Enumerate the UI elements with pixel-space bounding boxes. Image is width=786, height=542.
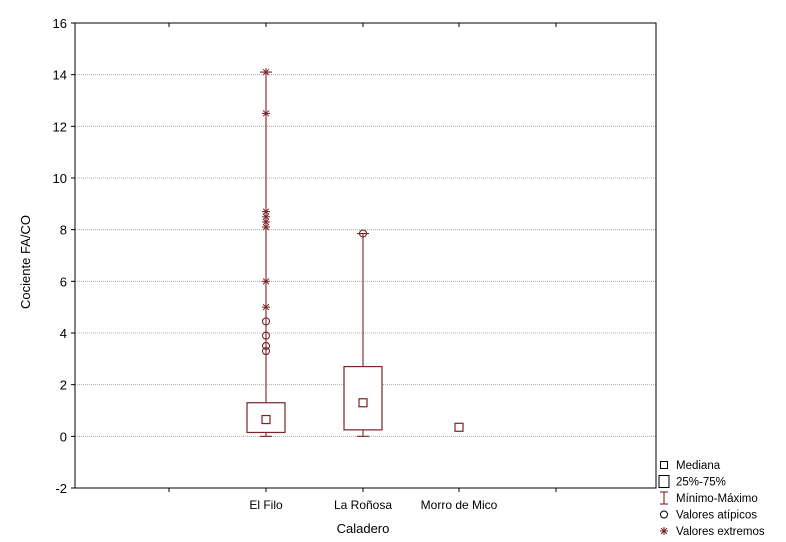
y-axis: -2 0 2 4 6 8 10 12 14 16 <box>53 16 75 496</box>
y-tick-label: 10 <box>53 171 67 186</box>
legend-whisker-icon <box>660 491 668 505</box>
y-tick-label: 16 <box>53 16 67 31</box>
legend-label: 25%-75% <box>676 477 726 489</box>
box-series <box>246 68 464 437</box>
legend-item: Mediana <box>660 460 721 472</box>
extreme-point <box>262 223 270 232</box>
extreme-point <box>262 212 270 221</box>
extreme-point <box>262 207 270 216</box>
legend-median-icon <box>660 461 668 469</box>
extreme-stroke <box>262 278 270 285</box>
x-axis-label: Caladero <box>337 521 390 536</box>
extreme-point <box>262 277 270 286</box>
extreme-stroke <box>262 223 270 231</box>
box-group <box>246 68 286 437</box>
legend-label: Valores atípicos <box>676 510 757 522</box>
legend-label: Valores extremos <box>676 526 765 538</box>
extreme-stroke <box>262 213 270 220</box>
legend-label: Mediana <box>676 460 721 472</box>
extreme-point <box>262 109 270 118</box>
extreme-stroke <box>262 208 270 215</box>
y-tick-label: -2 <box>55 481 67 496</box>
x-tick-label: Morro de Mico <box>421 498 498 512</box>
y-tick-label: 2 <box>60 378 67 393</box>
y-tick-label: 14 <box>53 68 67 83</box>
y-tick-label: 6 <box>60 274 67 289</box>
extreme-point <box>262 303 270 312</box>
extreme-stroke <box>262 303 270 311</box>
legend-item: 25%-75% <box>658 475 726 489</box>
median-marker <box>454 422 464 432</box>
box-group <box>454 422 464 432</box>
legend-item: Valores extremos <box>660 526 765 538</box>
legend-item: Mínimo-Máximo <box>660 491 758 505</box>
box-group <box>343 229 383 437</box>
outlier-point <box>358 229 368 238</box>
y-axis-label: Cociente FA/CO <box>18 215 33 309</box>
legend-item: Valores atípicos <box>660 510 757 522</box>
legend-outlier-icon <box>660 510 668 519</box>
plot-frame <box>74 22 657 489</box>
extreme-stroke <box>262 110 270 117</box>
outlier-point <box>261 317 271 326</box>
outlier-point <box>261 341 271 350</box>
extreme-stroke <box>262 68 270 76</box>
y-tick-label: 12 <box>53 119 67 134</box>
y-tick-label: 0 <box>60 429 67 444</box>
outlier-point <box>261 347 271 356</box>
y-tick-label: 4 <box>60 326 67 341</box>
x-tick-label: La Roñosa <box>334 498 392 512</box>
legend-label: Mínimo-Máximo <box>676 493 758 505</box>
extreme-stroke <box>262 218 270 226</box>
median-marker <box>358 398 368 408</box>
extreme-point <box>262 68 270 77</box>
outlier-point <box>261 331 271 340</box>
y-tick-label: 8 <box>60 223 67 238</box>
legend-extreme-stroke <box>660 527 668 535</box>
grid-lines <box>75 74 656 437</box>
legend: Mediana 25%-75% Mínimo-Máximo Valores atípi… <box>658 460 765 538</box>
x-tick-label: El Filo <box>249 498 283 512</box>
legend-extreme-icon <box>660 527 668 535</box>
x-axis: El Filo La Roñosa Morro de Mico <box>168 23 557 512</box>
median-marker <box>261 414 271 425</box>
legend-box-icon <box>658 475 670 488</box>
